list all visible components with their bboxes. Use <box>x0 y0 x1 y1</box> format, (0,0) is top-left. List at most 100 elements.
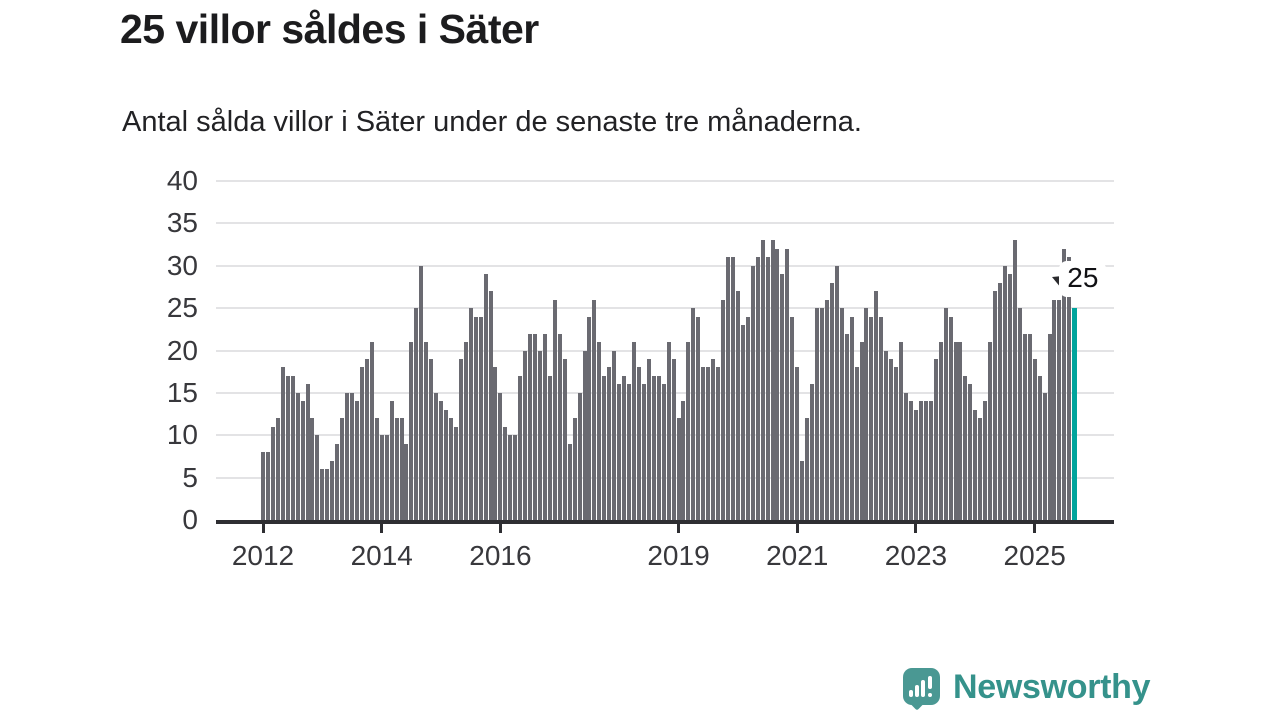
bar <box>785 248 790 520</box>
newsworthy-speech-bubble-chart-icon <box>903 668 943 714</box>
bar <box>1027 333 1032 520</box>
bar <box>681 401 686 520</box>
bar <box>1012 240 1017 520</box>
y-axis-tick-label: 0 <box>182 504 198 535</box>
bar <box>988 342 993 520</box>
bar <box>567 443 572 520</box>
bar <box>468 308 473 520</box>
bar <box>810 384 815 520</box>
bar <box>750 265 755 520</box>
bar <box>711 358 716 520</box>
bar <box>542 333 547 520</box>
bar <box>928 401 933 520</box>
y-axis-tick-label: 5 <box>182 461 198 493</box>
bar <box>899 342 904 520</box>
bar <box>933 358 938 520</box>
y-axis-tick-label: 25 <box>166 292 198 324</box>
bar <box>493 367 498 520</box>
gridline <box>216 349 1114 352</box>
bar <box>676 418 681 520</box>
bar <box>473 316 478 520</box>
bar <box>498 392 503 520</box>
bar <box>1057 299 1062 520</box>
bar <box>394 418 399 520</box>
bar <box>444 409 449 520</box>
bar <box>780 274 785 520</box>
bar <box>770 240 775 520</box>
x-axis-tick-label: 2014 <box>350 540 413 571</box>
bar <box>320 469 325 520</box>
bar <box>448 418 453 520</box>
bar <box>656 375 661 520</box>
y-axis-tick-label: 15 <box>166 376 198 408</box>
bar <box>953 342 958 520</box>
bar <box>458 358 463 520</box>
bar <box>261 452 265 520</box>
y-axis-tick-label: 10 <box>166 419 198 451</box>
bar <box>819 308 824 520</box>
x-axis-line <box>216 520 1114 524</box>
y-axis-tick-label: 20 <box>166 334 198 366</box>
x-axis-tick <box>1033 524 1037 533</box>
bar <box>508 435 513 520</box>
bar <box>350 392 355 520</box>
bar <box>913 409 918 520</box>
page-title: 25 villor såldes i Säter <box>120 6 539 52</box>
newsworthy-wordmark: Newsworthy <box>953 668 1151 706</box>
bar <box>1052 299 1057 520</box>
bar <box>582 350 587 520</box>
bar <box>538 350 542 520</box>
bar <box>617 384 622 520</box>
bar <box>315 435 320 520</box>
bar <box>528 333 533 520</box>
bar <box>607 367 612 520</box>
bar <box>384 435 389 520</box>
bar <box>973 409 978 520</box>
bar <box>948 316 953 520</box>
bar <box>755 257 760 520</box>
x-axis-tick <box>261 524 265 533</box>
annotation-value-label: 25 <box>1061 263 1105 296</box>
bar <box>1032 358 1037 520</box>
bar <box>523 350 528 520</box>
bar <box>285 375 290 520</box>
bar <box>552 299 557 520</box>
bar <box>721 299 726 520</box>
bar <box>587 316 592 520</box>
bar <box>938 342 943 520</box>
bar <box>923 401 928 520</box>
gridline <box>216 307 1114 310</box>
bar <box>983 401 988 520</box>
bar <box>1007 274 1012 520</box>
bar <box>533 333 538 520</box>
bar <box>815 308 820 520</box>
bar <box>725 257 730 520</box>
bar <box>463 342 468 520</box>
bar <box>854 367 859 520</box>
bar <box>993 291 998 520</box>
bar <box>478 316 483 520</box>
chart-subtitle: Antal sålda villor i Säter under de sena… <box>122 106 862 138</box>
bar <box>265 452 270 520</box>
bar <box>1003 265 1007 520</box>
bar <box>666 342 671 520</box>
gridline <box>216 264 1114 267</box>
bar <box>513 435 518 520</box>
bar <box>740 325 745 520</box>
x-axis-tick-label: 2016 <box>469 540 532 571</box>
bar <box>419 265 424 520</box>
bar <box>345 392 350 520</box>
bar <box>275 418 280 520</box>
bar <box>869 316 874 520</box>
x-axis-tick <box>795 524 799 533</box>
bar <box>859 342 864 520</box>
bar <box>849 316 854 520</box>
bar <box>691 308 696 520</box>
bar <box>775 248 780 520</box>
bar <box>632 342 636 520</box>
bar <box>874 291 879 520</box>
x-axis-tick <box>498 524 502 533</box>
y-axis-tick-label: 30 <box>166 249 198 281</box>
bar <box>364 358 369 520</box>
bar <box>805 418 810 520</box>
